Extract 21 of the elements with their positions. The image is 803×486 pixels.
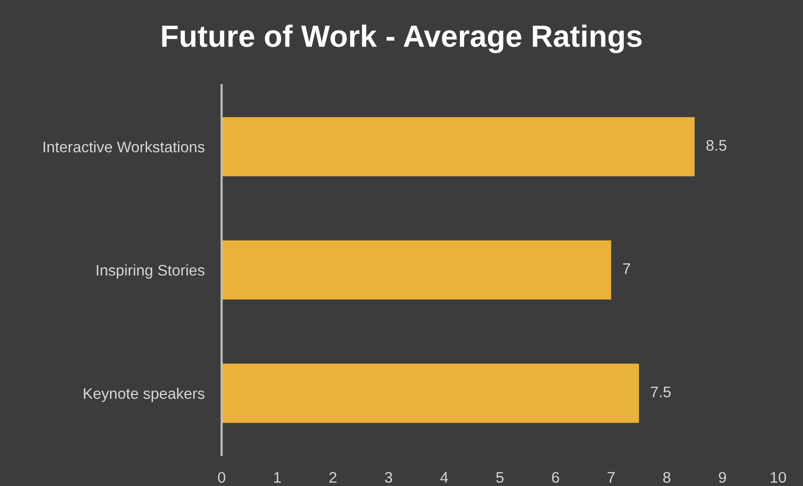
x-tick-label: 7 bbox=[608, 472, 615, 483]
bar bbox=[222, 117, 695, 176]
x-tick-label: 0 bbox=[218, 472, 226, 483]
bar bbox=[222, 240, 612, 300]
chart-title: Future of Work - Average Ratings bbox=[162, 24, 642, 54]
y-tick-label: Inspiring Stories bbox=[96, 264, 204, 279]
x-tick-label: 5 bbox=[496, 472, 504, 483]
x-tick-label: 6 bbox=[552, 472, 560, 483]
bar bbox=[222, 364, 639, 423]
x-tick-label: 4 bbox=[440, 472, 448, 483]
y-tick-label: Keynote speakers bbox=[84, 388, 204, 402]
y-tick-label: Interactive Workstations bbox=[44, 141, 204, 152]
x-tick-label: 10 bbox=[770, 472, 786, 483]
x-tick-label: 3 bbox=[384, 472, 392, 483]
data-label: 8.5 bbox=[706, 140, 726, 151]
x-tick-label: 1 bbox=[274, 472, 281, 483]
x-tick-label: 9 bbox=[718, 472, 726, 483]
data-label: 7.5 bbox=[650, 386, 671, 398]
data-label: 7 bbox=[623, 263, 630, 274]
x-tick-label: 2 bbox=[329, 472, 336, 483]
x-tick-label: 8 bbox=[663, 472, 670, 483]
